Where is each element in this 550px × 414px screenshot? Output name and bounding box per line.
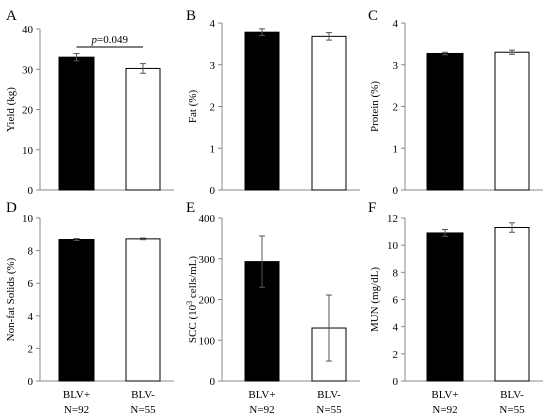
- panel-d: D 0 2 4 6 8 10 Non-fat Solids (%) BLV+ N=92 BLV- N=…: [5, 200, 174, 414]
- x-category-label-f: N=55: [499, 404, 525, 414]
- x-category-label-f: BLV+: [431, 389, 458, 401]
- bar-d-blv-negative: [125, 238, 161, 382]
- bar-a-blv-positive: [58, 56, 95, 191]
- panel-letter-b: B: [186, 8, 196, 24]
- x-category-label-d: N=55: [130, 404, 156, 414]
- bar-f-blv-positive: [426, 232, 464, 382]
- panel-letter-c: C: [368, 8, 378, 24]
- y-tick-label-f: 4: [393, 322, 399, 334]
- y-axis-title-d: Non-fat Solids (%): [5, 257, 17, 341]
- y-tick-label-b: 2: [210, 102, 216, 114]
- x-category-label-d: N=92: [64, 404, 89, 414]
- y-tick-label-c: 4: [393, 18, 399, 30]
- y-tick-label-f: 6: [393, 295, 399, 307]
- y-axis-title-part: cells/mL): [187, 256, 199, 301]
- y-tick-label-c: 1: [393, 143, 399, 155]
- bar-a-blv-negative: [125, 67, 161, 191]
- x-category-label-e: BLV-: [317, 389, 341, 401]
- y-tick-label-a: 20: [22, 105, 34, 117]
- y-tick-label-d: 6: [28, 278, 34, 290]
- y-tick-label-b: 4: [210, 18, 216, 30]
- x-category-label-d: BLV-: [131, 389, 155, 401]
- bar-c-blv-positive: [426, 52, 464, 191]
- y-tick-label-f: 0: [393, 376, 399, 388]
- y-tick-label-b: 1: [210, 143, 216, 155]
- x-category-label-e: BLV+: [248, 389, 275, 401]
- y-tick-label-d: 4: [28, 311, 34, 323]
- y-tick-label-c: 0: [393, 185, 399, 197]
- y-axis-title-e: SCC (103 cells/mL): [185, 256, 200, 343]
- y-tick-label-f: 2: [393, 349, 399, 361]
- p-value-text: =0.049: [97, 34, 128, 46]
- panel-letter-d: D: [6, 200, 17, 216]
- y-tick-label-c: 2: [393, 102, 399, 114]
- y-tick-label-e: 400: [199, 213, 216, 225]
- y-tick-label-b: 0: [210, 185, 216, 197]
- panel-letter-e: E: [186, 200, 195, 216]
- y-axis-title-b: Fat (%): [187, 90, 199, 124]
- bar-c-blv-negative: [494, 51, 530, 191]
- panel-e: E 0 100 200 300 400 SCC (103 cells/mL) BLV+ N=92…: [185, 200, 360, 414]
- panel-a: A 0 10 20 30 40 Yield (kg) p=0.049: [5, 8, 174, 197]
- bar-d-blv-positive: [58, 239, 95, 382]
- panel-c: C 0 1 2 3 4 Protein (%): [368, 8, 543, 197]
- x-category-label-e: N=92: [249, 404, 274, 414]
- x-category-label-f: BLV-: [500, 389, 524, 401]
- x-category-label-e: N=55: [316, 404, 342, 414]
- y-tick-label-d: 8: [28, 246, 34, 258]
- y-tick-label-b: 3: [210, 60, 216, 72]
- y-tick-label-a: 0: [28, 185, 34, 197]
- p-value-symbol: p: [91, 34, 98, 46]
- panel-b: B 0 1 2 3 4 Fat (%): [186, 8, 360, 197]
- y-tick-label-e: 0: [210, 376, 216, 388]
- y-tick-label-f: 10: [387, 240, 399, 252]
- y-tick-label-f: 8: [393, 267, 399, 279]
- y-axis-title-part: SCC (10: [187, 304, 199, 343]
- y-axis-title-f: MUN (mg/dL): [369, 267, 381, 332]
- y-tick-label-a: 10: [22, 145, 34, 157]
- bar-b-blv-negative: [311, 35, 347, 191]
- y-tick-label-d: 2: [28, 343, 34, 355]
- y-tick-label-f: 12: [387, 213, 398, 225]
- y-tick-label-a: 40: [22, 24, 34, 36]
- y-axis-title-sup: 3: [185, 301, 194, 305]
- x-category-label-f: N=92: [432, 404, 457, 414]
- y-tick-label-d: 0: [28, 376, 34, 388]
- x-category-label-d: BLV+: [63, 389, 90, 401]
- bar-b-blv-positive: [244, 31, 280, 191]
- y-tick-label-c: 3: [393, 60, 399, 72]
- y-tick-label-e: 100: [199, 335, 216, 347]
- y-tick-label-e: 300: [199, 254, 216, 266]
- panel-letter-a: A: [6, 8, 17, 24]
- p-value-annotation-a: p=0.049: [91, 34, 129, 46]
- y-tick-label-e: 200: [199, 295, 216, 307]
- panel-f: F 0 2 4 6 8 10 12 MUN (mg/dL) BLV+ N=92 BLV- N=55: [368, 200, 543, 414]
- y-axis-title-a: Yield (kg): [5, 87, 17, 132]
- bar-f-blv-negative: [494, 227, 530, 382]
- y-tick-label-a: 30: [22, 64, 34, 76]
- panel-letter-f: F: [368, 200, 376, 216]
- y-tick-label-d: 10: [22, 213, 34, 225]
- y-axis-title-c: Protein (%): [369, 81, 381, 132]
